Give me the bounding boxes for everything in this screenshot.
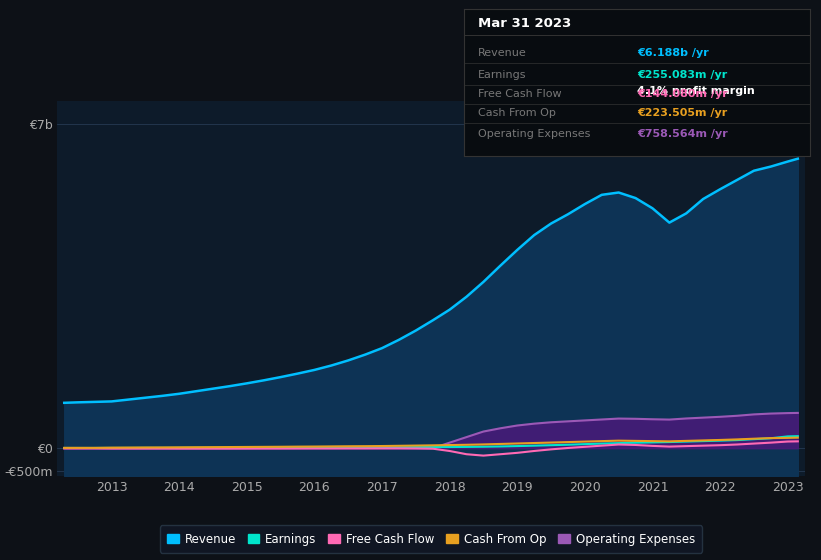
Text: 4.1% profit margin: 4.1% profit margin [637, 86, 754, 96]
Legend: Revenue, Earnings, Free Cash Flow, Cash From Op, Operating Expenses: Revenue, Earnings, Free Cash Flow, Cash … [159, 525, 703, 553]
Text: Operating Expenses: Operating Expenses [478, 129, 590, 139]
Text: Mar 31 2023: Mar 31 2023 [478, 17, 571, 30]
Text: €255.083m /yr: €255.083m /yr [637, 70, 727, 80]
Text: €144.080m /yr: €144.080m /yr [637, 89, 728, 99]
Text: Cash From Op: Cash From Op [478, 108, 556, 118]
Text: €6.188b /yr: €6.188b /yr [637, 48, 709, 58]
Text: Earnings: Earnings [478, 70, 526, 80]
Text: Free Cash Flow: Free Cash Flow [478, 89, 562, 99]
Text: €223.505m /yr: €223.505m /yr [637, 108, 727, 118]
Text: Revenue: Revenue [478, 48, 526, 58]
Text: €758.564m /yr: €758.564m /yr [637, 129, 728, 139]
